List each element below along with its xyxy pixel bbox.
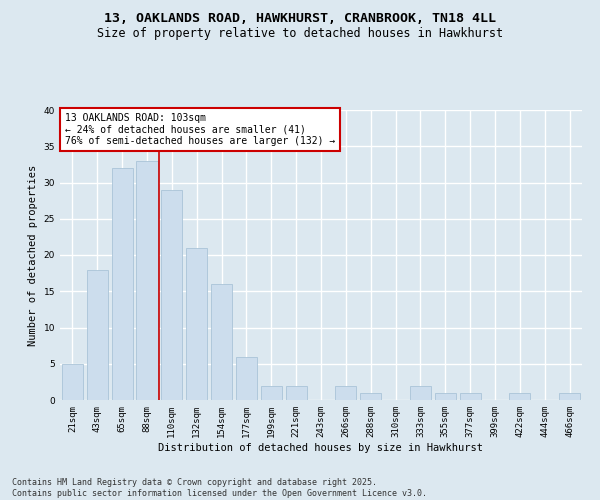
Y-axis label: Number of detached properties: Number of detached properties — [28, 164, 38, 346]
Text: Contains HM Land Registry data © Crown copyright and database right 2025.
Contai: Contains HM Land Registry data © Crown c… — [12, 478, 427, 498]
Bar — [286, 386, 307, 400]
Text: Size of property relative to detached houses in Hawkhurst: Size of property relative to detached ho… — [97, 28, 503, 40]
Bar — [112, 168, 133, 400]
Text: 13 OAKLANDS ROAD: 103sqm
← 24% of detached houses are smaller (41)
76% of semi-d: 13 OAKLANDS ROAD: 103sqm ← 24% of detach… — [65, 113, 335, 146]
Bar — [62, 364, 83, 400]
X-axis label: Distribution of detached houses by size in Hawkhurst: Distribution of detached houses by size … — [158, 442, 484, 452]
Bar — [261, 386, 282, 400]
Bar — [460, 393, 481, 400]
Bar — [435, 393, 456, 400]
Bar — [335, 386, 356, 400]
Bar — [186, 248, 207, 400]
Bar — [509, 393, 530, 400]
Bar — [360, 393, 381, 400]
Bar — [236, 356, 257, 400]
Bar — [136, 161, 158, 400]
Bar — [211, 284, 232, 400]
Bar — [161, 190, 182, 400]
Bar — [559, 393, 580, 400]
Bar — [87, 270, 108, 400]
Bar — [410, 386, 431, 400]
Text: 13, OAKLANDS ROAD, HAWKHURST, CRANBROOK, TN18 4LL: 13, OAKLANDS ROAD, HAWKHURST, CRANBROOK,… — [104, 12, 496, 26]
